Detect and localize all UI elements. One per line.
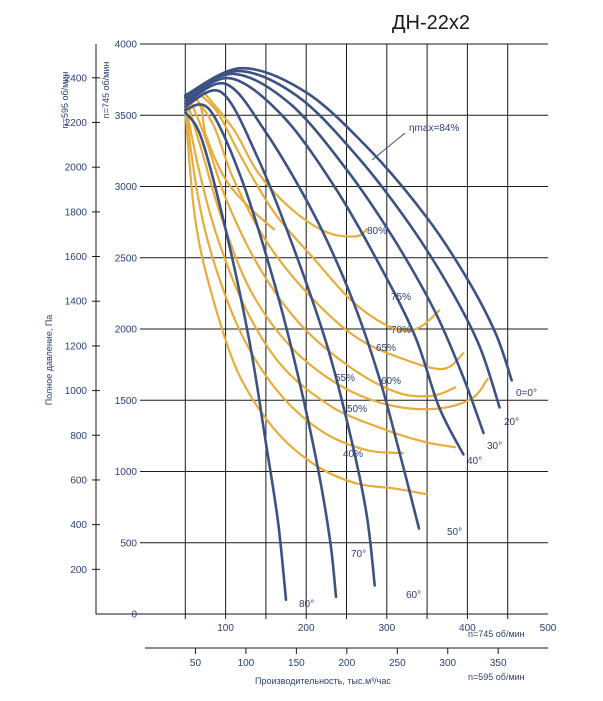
label-eff-65: 65%	[376, 343, 396, 354]
y-tick-595-1: 400	[70, 520, 87, 531]
x-tick-745-1: 200	[298, 623, 315, 634]
label-angle-40: 40°	[467, 456, 482, 467]
x-suffix-745: n=745 об/мин	[468, 629, 525, 639]
label-eff-70: 70%	[391, 325, 411, 336]
y-tick-745-4: 2000	[115, 325, 138, 336]
efficiency-curve-80	[200, 88, 368, 238]
x-tick-745-0: 100	[217, 623, 234, 634]
x-tick-595-2: 150	[288, 658, 305, 669]
label-angle-80: 80°	[299, 599, 314, 610]
y-axis-title: Полное давление, Па	[44, 315, 54, 406]
pressure-curve-4	[184, 81, 421, 530]
efficiency-curve-55	[184, 102, 457, 449]
y-tick-595-4: 1000	[65, 386, 88, 397]
label-angle-30: 30°	[487, 441, 502, 452]
pressure-curve-1	[184, 69, 501, 409]
y-tick-745-7: 3500	[115, 111, 138, 122]
efficiency-curve-40	[184, 108, 429, 496]
label-angle-20: 20°	[504, 417, 519, 428]
x-suffix-595: n=595 об/мин	[468, 672, 525, 682]
pressure-curves	[184, 66, 513, 602]
x-axis-title: Производительность, тыс.м³/час	[255, 676, 391, 686]
efficiency-curve-65	[188, 97, 457, 398]
tick-labels: 0 500 1000 1500 2000 2500 3000 3500 4000 200 400 60…	[65, 40, 557, 670]
label-eff-40: 40%	[343, 449, 363, 460]
y-tick-595-0: 200	[70, 565, 87, 576]
left-label-n745: n=745 об/мин	[101, 62, 111, 119]
pressure-curve-7	[184, 111, 288, 602]
label-angle-0: 0=0°	[516, 388, 537, 399]
y-tick-595-10: 2200	[65, 118, 88, 129]
label-angle-50: 50°	[447, 527, 462, 538]
y-tick-595-7: 1600	[65, 252, 88, 263]
x-tick-595-6: 350	[490, 658, 507, 669]
efficiency-curve-70	[192, 94, 465, 371]
label-eff-60: 60%	[381, 376, 401, 387]
efficiency-curve-60	[185, 99, 489, 411]
y-tick-745-3: 1500	[115, 396, 138, 407]
eta-leader-line	[371, 132, 406, 161]
y-tick-745-0: 0	[131, 610, 137, 621]
label-eta-max: ηmax=84%	[409, 123, 459, 134]
y-tick-745-8: 4000	[115, 40, 138, 51]
x-tick-595-5: 300	[439, 658, 456, 669]
pressure-curve-3	[184, 76, 465, 456]
y-tick-745-1: 500	[120, 538, 137, 549]
y-tick-595-8: 1800	[65, 207, 88, 218]
y-tick-595-2: 600	[70, 475, 87, 486]
y-tick-595-11: 2400	[65, 73, 88, 84]
y-tick-595-5: 1200	[65, 341, 88, 352]
label-eff-50: 50%	[347, 404, 367, 415]
label-eff-75: 75%	[391, 292, 411, 303]
y-tick-595-6: 1400	[65, 297, 88, 308]
x-tick-745-2: 300	[378, 623, 395, 634]
left-label-n595: n=595 об/мин	[60, 72, 70, 129]
pressure-curve-6	[184, 103, 338, 599]
label-angle-60: 60°	[406, 590, 421, 601]
label-eff-55: 55%	[335, 373, 355, 384]
label-angle-70: 70°	[351, 549, 366, 560]
x-tick-595-0: 50	[190, 658, 202, 669]
pressure-curve-5	[184, 89, 376, 587]
y-tick-745-6: 3000	[115, 182, 138, 193]
chart-title: ДН-22х2	[392, 12, 470, 34]
y-tick-595-9: 2000	[65, 163, 88, 174]
label-eff-80: 80%	[367, 226, 387, 237]
y-tick-595-3: 800	[70, 431, 87, 442]
x-tick-595-1: 100	[238, 658, 255, 669]
x-tick-745-3: 400	[459, 623, 476, 634]
x-tick-745-4: 500	[540, 623, 557, 634]
pressure-curve-0	[184, 66, 513, 382]
x-tick-595-3: 200	[338, 658, 355, 669]
y-tick-745-2: 1000	[115, 467, 138, 478]
y-tick-745-5: 2500	[115, 253, 138, 264]
pressure-curve-2	[184, 72, 485, 435]
x-tick-595-4: 250	[389, 658, 406, 669]
